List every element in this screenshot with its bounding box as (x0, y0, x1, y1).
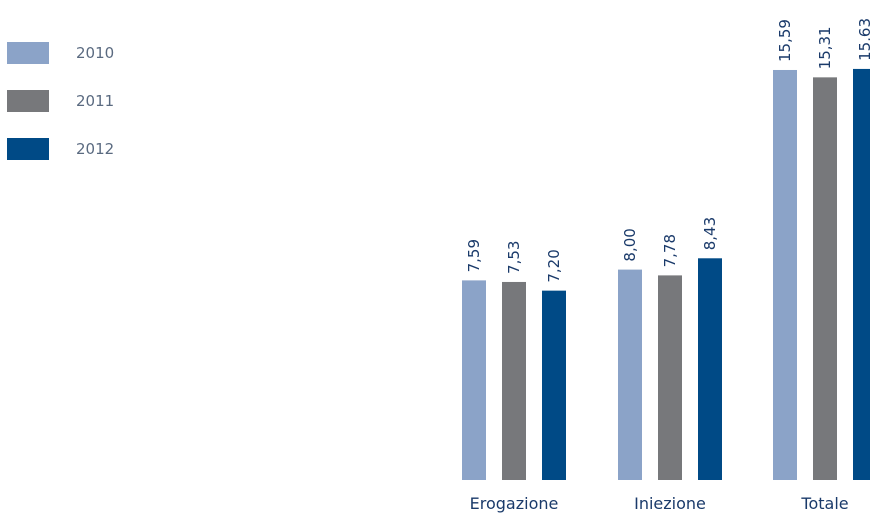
bar-iniezione-2011 (658, 275, 682, 480)
bar-totale-2010 (773, 69, 797, 480)
bar-totale-2012 (853, 68, 870, 480)
legend-swatch-2012 (7, 138, 49, 160)
bar-iniezione-2012 (698, 258, 722, 480)
bar-iniezione-2010 (618, 269, 642, 480)
bars-area (462, 68, 870, 481)
legend-label-2010: 2010 (76, 44, 114, 62)
bar-erogazione-2011 (502, 281, 526, 480)
bar-erogazione-2012 (542, 290, 566, 480)
category-label-iniezione: Iniezione (634, 494, 706, 513)
value-label-totale-2010: 15,59 (776, 19, 794, 62)
category-label-totale: Totale (800, 494, 848, 513)
value-label-iniezione-2012: 8,43 (701, 217, 719, 250)
legend-label-2012: 2012 (76, 140, 114, 158)
value-label-erogazione-2012: 7,20 (545, 249, 563, 282)
value-label-iniezione-2010: 8,00 (621, 228, 639, 261)
legend-label-2011: 2011 (76, 92, 114, 110)
value-label-erogazione-2011: 7,53 (505, 241, 523, 274)
category-labels: Erogazione Iniezione Totale (470, 494, 849, 513)
value-label-totale-2012: 15,63 (856, 18, 870, 61)
value-label-erogazione-2010: 7,59 (465, 239, 483, 272)
value-labels: 7,59 7,53 7,20 8,00 7,78 8,43 15,59 15,31 15,63 (465, 18, 870, 283)
legend-swatch-2010 (7, 42, 49, 64)
legend-swatch-2011 (7, 90, 49, 112)
legend: 2010 2011 2012 (7, 42, 114, 160)
category-label-erogazione: Erogazione (470, 494, 559, 513)
value-label-iniezione-2011: 7,78 (661, 234, 679, 267)
bar-erogazione-2010 (462, 280, 486, 480)
value-label-totale-2011: 15,31 (816, 26, 834, 69)
bar-totale-2011 (813, 77, 837, 481)
